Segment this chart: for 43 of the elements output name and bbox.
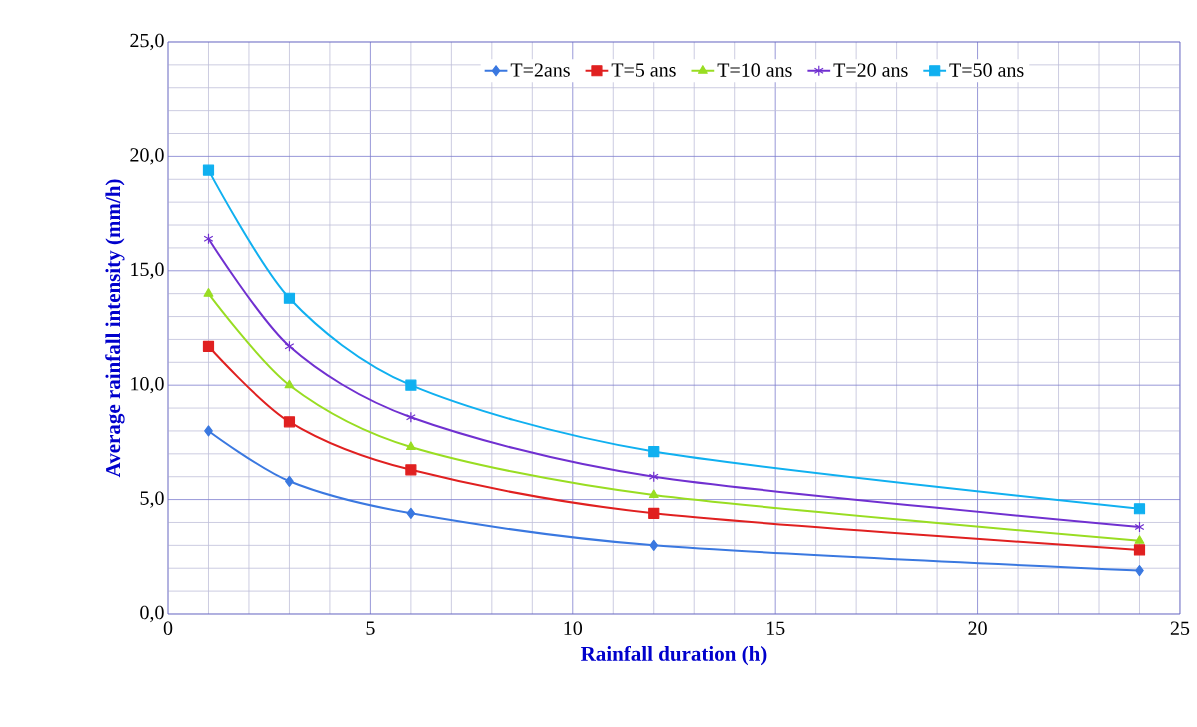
x-tick-label: 0 (163, 621, 173, 636)
point (648, 489, 659, 499)
x-axis-title: Rainfall duration (h) (581, 645, 767, 666)
x-tick-label: 5 (366, 621, 375, 635)
point (284, 379, 295, 389)
legend-label: T=5 ans (611, 63, 676, 77)
point (648, 445, 660, 458)
point (203, 288, 214, 297)
point (649, 539, 659, 551)
x-tick-label: 10 (564, 621, 583, 636)
point (1133, 544, 1146, 556)
x-tick-label: 15 (766, 621, 785, 635)
point (648, 507, 660, 519)
x-tick-label: 25 (1170, 621, 1190, 635)
point (284, 340, 295, 352)
point (1134, 535, 1145, 544)
point (204, 425, 213, 437)
point (648, 471, 659, 483)
point (283, 292, 296, 304)
point (1134, 521, 1145, 533)
legend-label: T=50 ans (949, 63, 1024, 77)
point (285, 475, 294, 487)
y-tick-label: 0,0 (140, 605, 164, 623)
point (283, 416, 296, 428)
y-tick-label: 25,0 (130, 33, 164, 51)
legend-label: T=2ans (510, 63, 570, 77)
point (406, 507, 416, 519)
point (202, 164, 215, 176)
point (203, 233, 214, 245)
point (405, 464, 417, 476)
y-tick-label: 15,0 (131, 262, 164, 279)
point (202, 340, 215, 352)
y-tick-label: 20,0 (130, 148, 164, 165)
legend-label: T=20 ans (833, 63, 908, 77)
x-tick-label: 20 (968, 621, 987, 636)
legend-label: T=10 ans (717, 63, 792, 77)
y-axis-title: Average rainfall intensity (mm/h) (105, 179, 125, 478)
point (405, 441, 416, 451)
y-tick-label: 10,0 (131, 377, 164, 394)
point (1133, 503, 1146, 515)
point (405, 411, 416, 423)
point (405, 379, 417, 391)
y-tick-label: 5,0 (140, 491, 164, 508)
